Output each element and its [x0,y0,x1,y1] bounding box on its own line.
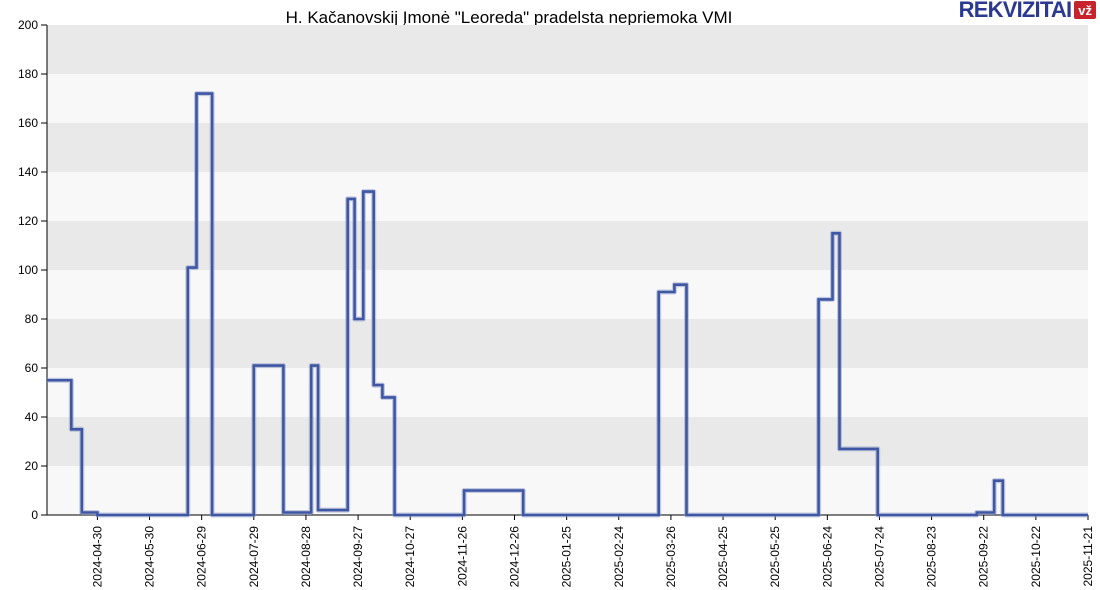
chart-title: H. Kačanovskij Įmonė "Leoreda" pradelsta… [285,8,733,27]
y-tick-label: 200 [18,18,38,32]
x-tick-label: 2025-05-25 [768,526,782,588]
x-tick-label: 2025-06-24 [820,526,834,588]
x-tick-label: 2025-01-25 [560,526,574,588]
x-tick-label: 2024-04-30 [90,526,104,588]
x-tick-label: 2024-09-27 [351,526,365,588]
grid-band [47,221,1088,270]
y-tick-label: 60 [25,361,39,375]
x-tick-label: 2024-05-30 [143,526,157,588]
grid-band [47,25,1088,74]
x-tick-label: 2024-10-27 [403,526,417,588]
logo-text: REKVIZITAI [958,0,1072,22]
x-tick-label: 2025-04-25 [716,526,730,588]
y-tick-label: 160 [18,116,38,130]
y-tick-label: 120 [18,214,38,228]
y-tick-label: 0 [31,508,38,522]
x-tick-label: 2025-08-23 [925,526,939,588]
y-tick-label: 20 [25,459,39,473]
y-tick-label: 40 [25,410,39,424]
x-tick-label: 2024-11-26 [455,526,469,587]
x-tick-label: 2025-02-24 [612,526,626,588]
rekvizitai-logo[interactable]: REKVIZITAI vž [959,0,1096,22]
x-tick-label: 2024-12-26 [507,526,521,588]
y-tick-label: 140 [18,165,38,179]
grid-band [47,319,1088,368]
series-line [47,92,1088,517]
x-tick-label: 2025-11-21 [1081,526,1095,587]
x-tick-label: 2025-10-22 [1029,526,1043,588]
y-tick-label: 100 [18,263,38,277]
x-tick-label: 2025-07-24 [872,526,886,588]
logo-badge: vž [1074,1,1096,20]
y-tick-label: 180 [18,67,38,81]
x-tick-label: 2025-03-26 [664,526,678,588]
x-tick-label: 2024-08-28 [299,526,313,588]
y-tick-label: 80 [25,312,39,326]
grid-band [47,123,1088,172]
x-tick-label: 2025-09-22 [977,526,991,588]
x-tick-label: 2024-06-29 [195,526,209,588]
grid-band [47,417,1088,466]
x-tick-label: 2024-07-29 [247,526,261,588]
